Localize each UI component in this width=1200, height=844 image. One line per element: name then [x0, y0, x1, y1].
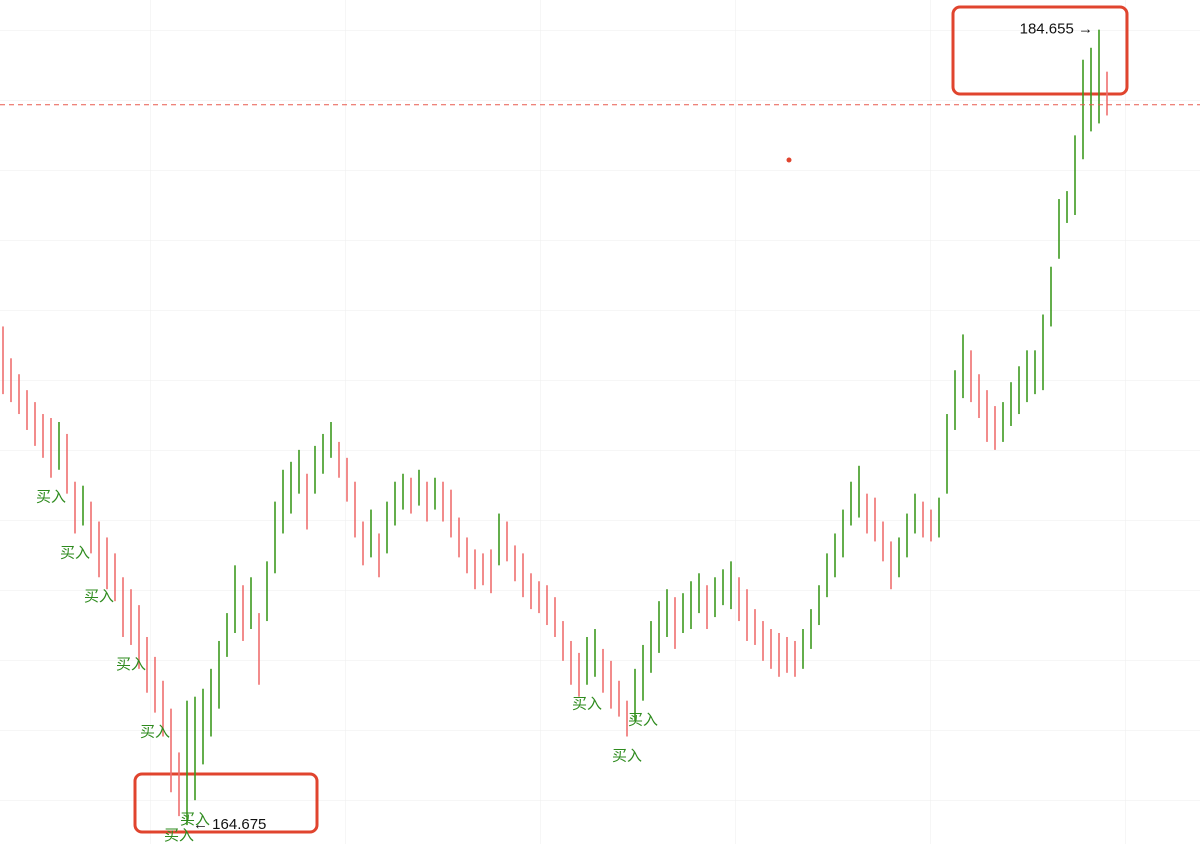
extreme-label: 184.655 → — [1020, 21, 1093, 38]
buy-signal: 买入 — [60, 544, 90, 561]
buy-signal: 买入 — [628, 712, 658, 729]
buy-signal: 买入 — [116, 656, 146, 673]
extreme-label: ← 164.675 — [193, 816, 266, 833]
highlight-box — [951, 5, 1129, 96]
buy-signal: 买入 — [180, 811, 210, 828]
buy-signal: 买入 — [612, 747, 642, 764]
highlight-box — [133, 772, 319, 834]
buy-signal: 买入 — [164, 827, 194, 844]
buy-signal: 买入 — [36, 489, 66, 506]
buy-signal: 买入 — [140, 724, 170, 741]
marker-dot — [786, 157, 792, 163]
buy-signal: 买入 — [572, 696, 602, 713]
buy-signal: 买入 — [84, 588, 114, 605]
